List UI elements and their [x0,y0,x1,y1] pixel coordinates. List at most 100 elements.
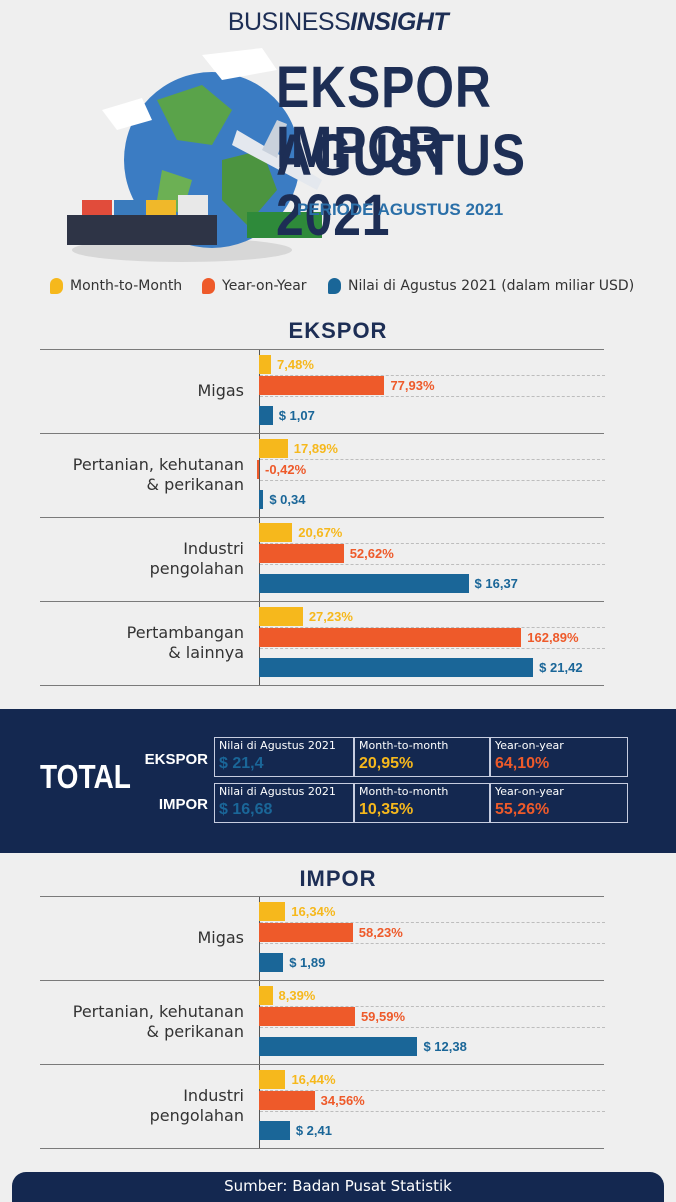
total-impor-nilai-value: $ 16,68 [219,801,273,818]
ekspor-group-separator [40,349,604,350]
impor-guide [260,1006,605,1007]
impor-section-title: IMPOR [299,866,377,891]
impor-bar-label: 34,56% [320,1093,365,1108]
impor-bar [259,1121,290,1140]
ekspor-guide [260,396,605,397]
ekspor-guide [260,627,605,628]
ekspor-category-label: Migas [197,381,244,400]
globe-transport-illustration [67,48,322,262]
ekspor-guide [260,459,605,460]
legend-yoy-label: Year-on-Year [222,278,307,294]
ekspor-bar [257,460,259,479]
ekspor-bar-label: 162,89% [527,630,579,645]
ekspor-category-label: Pertambangan & lainnya [126,623,244,662]
ekspor-guide [260,648,605,649]
total-ekspor-nilai-cell: Nilai di Agustus 2021 $ 21,4 [214,737,354,777]
ekspor-bar [259,544,344,563]
impor-bar-label: 58,23% [358,925,403,940]
ekspor-bar-label: 52,62% [349,546,394,561]
legend-mtm-label: Month-to-Month [70,278,183,294]
impor-bar [259,923,353,942]
total-ekspor-nilai-value: $ 21,4 [219,755,264,772]
ekspor-guide [260,480,605,481]
impor-category-label: Pertanian, kehutanan & perikanan [72,1002,244,1041]
total-ekspor-mtm-cell: Month-to-month 20,95% [354,737,490,777]
total-ekspor-yoy-value: 64,10% [495,755,550,772]
impor-bar-label: 59,59% [360,1009,406,1024]
ekspor-bar-label: 77,93% [390,378,435,393]
total-impor-mtm-value: 10,35% [359,801,414,818]
ekspor-group-separator [40,517,604,518]
subtitle: PERIODE AGUSTUS 2021 [297,200,504,219]
total-impor-yoy-cell: Year-on-year 55,26% [490,783,628,823]
ekspor-bar-label: -0,42% [265,462,307,477]
total-ekspor-nilai-label: Nilai di Agustus 2021 [219,739,336,752]
legend-nilai: Nilai di Agustus 2021 (dalam miliar USD) [328,278,634,294]
total-label: TOTAL [40,758,131,795]
impor-bar-label: $ 2,41 [295,1123,332,1138]
total-band [0,709,676,853]
total-ekspor-yoy-label: Year-on-year [495,739,564,752]
legend-nilai-swatch [328,278,341,294]
ekspor-bar [259,628,522,647]
ekspor-bar [259,376,385,395]
total-impor-yoy-value: 55,26% [495,801,550,818]
impor-group-separator [40,1064,604,1065]
total-ekspor-mtm-label: Month-to-month [359,739,449,752]
total-impor-label: IMPOR [158,796,208,813]
ekspor-category-label: Industri pengolahan [149,539,244,578]
legend-mtm-swatch [50,278,63,294]
impor-bar [259,1007,355,1026]
total-impor-mtm-label: Month-to-month [359,785,449,798]
total-ekspor-label: EKSPOR [144,751,208,768]
ekspor-guide [260,564,605,565]
brand-logo: BUSINESSINSIGHT [0,8,676,37]
ekspor-guide [260,375,605,376]
impor-group-separator [40,896,604,897]
source-footer: Sumber: Badan Pusat Statistik [12,1172,664,1202]
impor-bar [259,1037,418,1056]
legend-yoy: Year-on-Year [202,278,307,294]
impor-bar [259,986,273,1005]
ekspor-bar [259,607,303,626]
ekspor-bar-label: 20,67% [298,525,343,540]
brand-part1: BUSINESS [227,8,351,36]
impor-bar-label: 16,44% [291,1072,336,1087]
legend-nilai-label: Nilai di Agustus 2021 (dalam miliar USD) [348,278,635,294]
total-ekspor-mtm-value: 20,95% [359,755,414,772]
impor-bar [259,953,284,972]
ekspor-guide [260,543,605,544]
legend-yoy-swatch [202,278,215,294]
impor-guide [260,943,605,944]
impor-guide [260,1027,605,1028]
ekspor-group-separator [40,433,604,434]
ekspor-bar-label: $ 1,07 [278,408,315,423]
title-line-1: EKSPOR IMPOR [276,55,492,180]
ekspor-bar-label: 27,23% [308,609,353,624]
ekspor-bar-label: 17,89% [293,441,338,456]
ekspor-bar [259,439,288,458]
title-line-2: AGUSTUS 2021 [276,123,526,248]
ekspor-group-separator [40,601,604,602]
impor-category-label: Industri pengolahan [149,1086,244,1125]
ekspor-bar-label: 7,48% [277,357,314,372]
impor-bar-label: 8,39% [278,988,316,1003]
impor-bar-label: 16,34% [291,904,336,919]
total-ekspor-yoy-cell: Year-on-year 64,10% [490,737,628,777]
impor-guide [260,1090,605,1091]
ekspor-bar-label: $ 16,37 [474,576,518,591]
impor-bar-label: $ 1,89 [289,955,326,970]
impor-bar-label: $ 12,38 [423,1039,467,1054]
ekspor-bar-label: $ 21,42 [539,660,583,675]
ekspor-bar [259,658,534,677]
impor-bar [259,1070,286,1089]
ekspor-bar-label: $ 0,34 [269,492,306,507]
impor-bar [259,902,286,921]
impor-bar [259,1091,315,1110]
brand-part2: INSIGHT [350,8,449,36]
ekspor-bar [259,406,273,425]
impor-guide [260,922,605,923]
impor-guide [260,1111,605,1112]
impor-category-label: Migas [197,928,244,947]
ekspor-bar [259,523,293,542]
